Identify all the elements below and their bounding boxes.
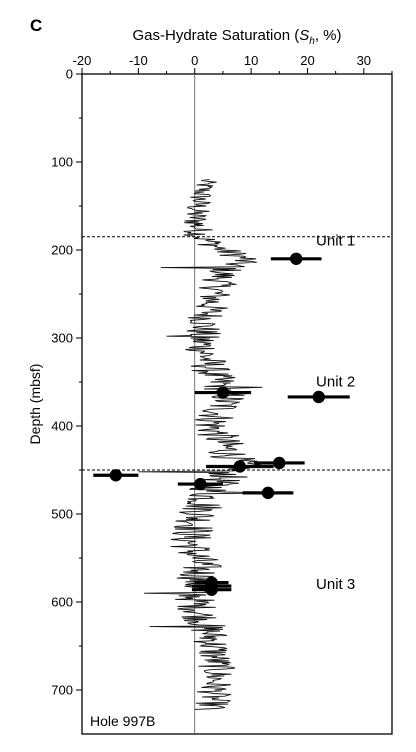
data-point	[177, 477, 223, 491]
x-tick-label: -20	[73, 53, 92, 68]
data-points-layer	[93, 252, 350, 596]
title-symbol: S	[299, 27, 310, 44]
data-point	[242, 486, 294, 500]
panel-label: C	[30, 16, 43, 35]
data-point-marker	[194, 477, 207, 491]
y-tick-label: 300	[51, 331, 73, 346]
unit-label: Unit 1	[316, 233, 355, 250]
data-point	[253, 456, 305, 470]
hole-label: Hole 997B	[90, 713, 155, 729]
x-tick-label: 30	[357, 53, 371, 68]
data-point-marker	[233, 460, 247, 473]
chart-title: Gas-Hydrate Saturation (Sh, %)	[82, 27, 392, 47]
x-tick-label: 20	[300, 53, 314, 68]
title-subscript: h	[309, 36, 315, 47]
unit-label: Unit 2	[316, 373, 355, 390]
data-point-marker	[216, 386, 230, 399]
y-axis-label: Depth (mbsf)	[27, 364, 43, 445]
plot-area	[81, 73, 393, 735]
data-point-marker	[261, 486, 275, 500]
data-point-marker	[205, 583, 218, 596]
data-point	[206, 460, 274, 473]
data-point-marker	[312, 390, 325, 404]
y-tick-label: 200	[51, 243, 73, 258]
y-tick-label: 600	[51, 595, 73, 610]
label-layer: Depth (mbsf) Unit 1 Unit 2 Unit 3 Hole 997B	[27, 233, 355, 729]
data-point-marker	[109, 469, 123, 482]
log-curve-layer	[138, 179, 274, 710]
y-tick-label: 500	[51, 507, 73, 522]
unit-label: Unit 3	[316, 576, 355, 593]
data-point-marker	[273, 456, 286, 470]
x-tick-label: 0	[191, 53, 198, 68]
title-suffix: , %)	[314, 27, 342, 44]
data-point	[191, 583, 232, 596]
plot-frame	[81, 73, 393, 735]
x-tick-label: -10	[129, 53, 148, 68]
y-tick-label: 400	[51, 419, 73, 434]
data-point-marker	[289, 252, 303, 265]
x-tick-label: 10	[244, 53, 258, 68]
title-prefix: Gas-Hydrate Saturation (	[132, 27, 300, 44]
data-point	[270, 252, 322, 265]
y-tick-label: 100	[51, 155, 73, 170]
y-tick-label: 0	[66, 67, 73, 82]
data-point	[93, 469, 139, 482]
data-point	[194, 386, 252, 399]
log-curve-line	[138, 179, 274, 710]
y-tick-label: 700	[51, 683, 73, 698]
data-point	[287, 390, 350, 404]
